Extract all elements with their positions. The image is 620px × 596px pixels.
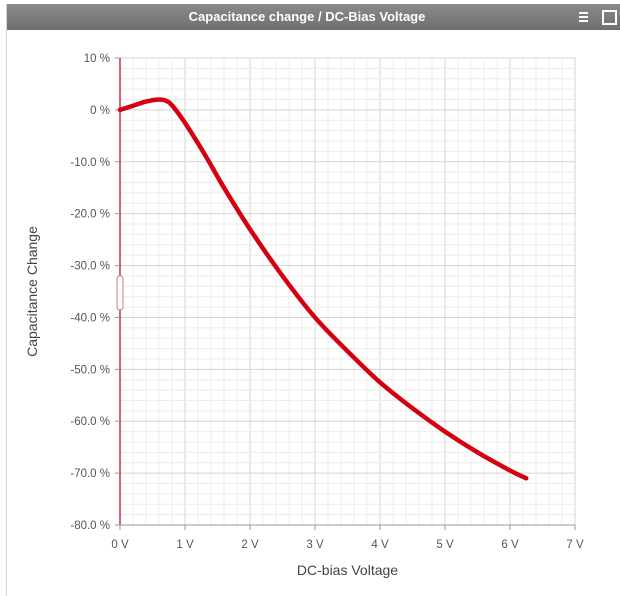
x-tick-label: 1 V bbox=[176, 539, 194, 551]
series-line bbox=[117, 97, 529, 481]
y-tick-label: -30.0 % bbox=[70, 261, 110, 273]
x-axis-title: DC-bias Voltage bbox=[297, 562, 398, 578]
x-tick-label: 6 V bbox=[501, 539, 519, 551]
y-tick-label: -70.0 % bbox=[70, 468, 110, 480]
x-tick-label: 5 V bbox=[436, 539, 454, 551]
chart-area: 0 V 1 V 2 V 3 V 4 V 5 V 6 V 7 V 10 % 0 % -10.0 % -2… bbox=[24, 53, 584, 578]
x-tick-label: 3 V bbox=[306, 539, 324, 551]
y-tick-label: -20.0 % bbox=[70, 209, 110, 221]
y-tick-label: 10 % bbox=[84, 53, 110, 65]
x-tick-label: 2 V bbox=[241, 539, 259, 551]
window-title: Capacitance change / DC-Bias Voltage bbox=[188, 9, 426, 24]
title-bar: Capacitance change / DC-Bias Voltage bbox=[7, 4, 620, 30]
y-tick-label: -10.0 % bbox=[70, 157, 110, 169]
y-tick-label: -50.0 % bbox=[70, 364, 110, 376]
x-tick-label: 7 V bbox=[566, 539, 584, 551]
y-axis-zoom-handle[interactable] bbox=[116, 275, 124, 311]
maximize-icon[interactable] bbox=[599, 7, 619, 27]
chart-window: Capacitance change / DC-Bias Voltage 0 V… bbox=[6, 4, 620, 596]
y-tick-label: 0 % bbox=[90, 105, 110, 117]
y-axis-title: Capacitance Change bbox=[24, 226, 40, 357]
y-tick-label: -60.0 % bbox=[70, 416, 110, 428]
y-tick-label: -40.0 % bbox=[70, 312, 110, 324]
x-tick-label: 0 V bbox=[111, 539, 129, 551]
y-tick-label: -80.0 % bbox=[70, 520, 110, 532]
x-tick-label: 4 V bbox=[371, 539, 389, 551]
hamburger-menu-icon[interactable] bbox=[573, 7, 593, 27]
